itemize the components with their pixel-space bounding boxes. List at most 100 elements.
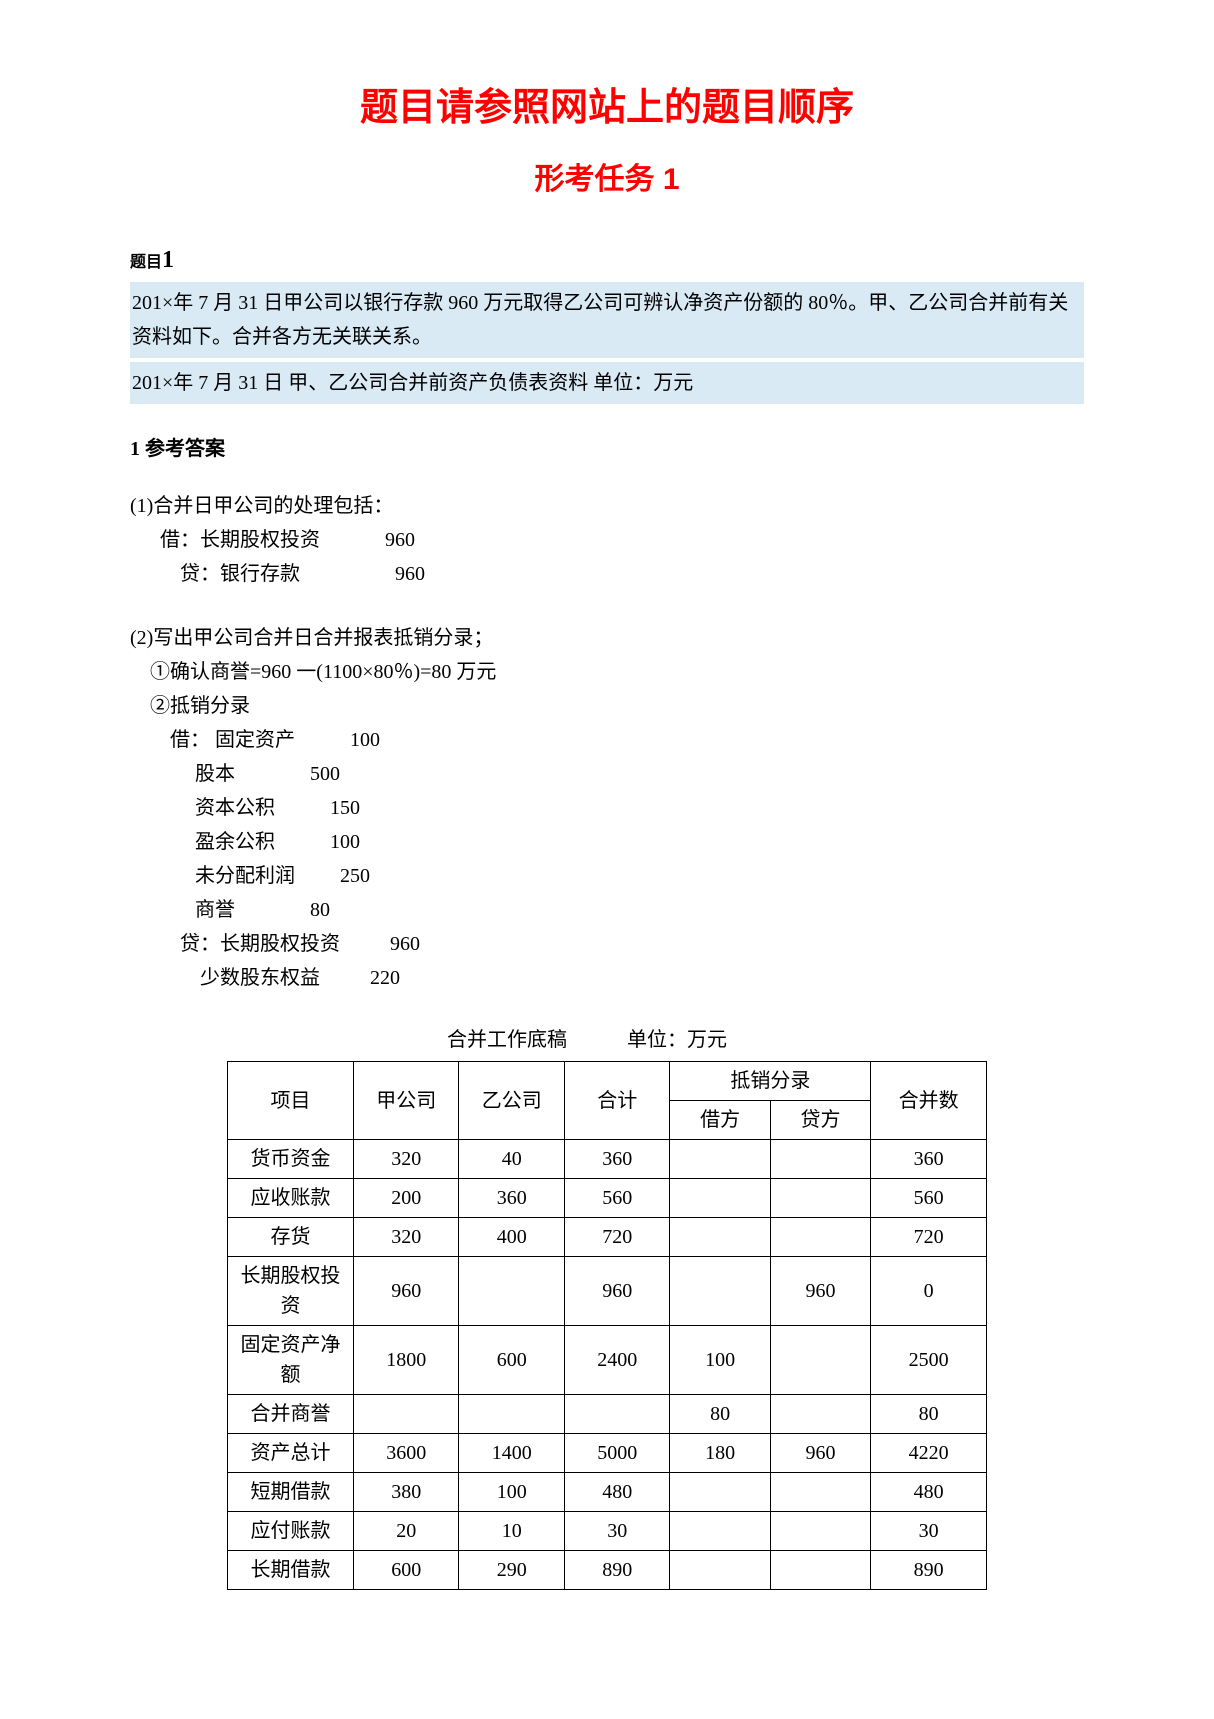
cell-t [564,1395,670,1434]
table-caption: 合并工作底稿单位：万元 [130,1025,1084,1055]
table-row: 长期借款 600 290 890 890 [228,1551,987,1590]
cell-c [770,1473,870,1512]
cell-c [770,1179,870,1218]
cell-item: 存货 [228,1218,354,1257]
cell-d: 80 [670,1395,770,1434]
cell-d [670,1218,770,1257]
cell-t: 480 [564,1473,670,1512]
cell-d [670,1473,770,1512]
table-row: 固定资产净额 1800 600 2400 100 2500 [228,1326,987,1395]
cell-d [670,1551,770,1590]
cell-m: 480 [871,1473,987,1512]
cell-a: 200 [353,1179,459,1218]
cell-m: 30 [871,1512,987,1551]
cell-t: 5000 [564,1434,670,1473]
table-row: 货币资金 320 40 360 360 [228,1140,987,1179]
th-item: 项目 [228,1062,354,1140]
cell-item: 货币资金 [228,1140,354,1179]
question-number: 1 [162,247,174,273]
cell-d [670,1257,770,1326]
cell-c [770,1551,870,1590]
cell-m: 80 [871,1395,987,1434]
cell-b: 100 [459,1473,565,1512]
cell-c [770,1326,870,1395]
cell-m: 720 [871,1218,987,1257]
cell-a: 3600 [353,1434,459,1473]
table-row: 长期股权投资 960 960 960 0 [228,1257,987,1326]
cell-b: 360 [459,1179,565,1218]
cell-b: 400 [459,1218,565,1257]
cell-a: 20 [353,1512,459,1551]
table-caption-right: 单位：万元 [607,1025,1065,1055]
cell-c [770,1218,870,1257]
cell-d: 180 [670,1434,770,1473]
cell-t: 890 [564,1551,670,1590]
th-merged: 合并数 [871,1062,987,1140]
cell-m: 0 [871,1257,987,1326]
question-highlight-1: 201×年 7 月 31 日甲公司以银行存款 960 万元取得乙公司可辨认净资产… [130,282,1084,358]
table-row: 应付账款 20 10 30 30 [228,1512,987,1551]
main-title: 题目请参照网站上的题目顺序 [130,80,1084,137]
cell-b [459,1395,565,1434]
cell-d: 100 [670,1326,770,1395]
cell-c [770,1395,870,1434]
cell-m: 2500 [871,1326,987,1395]
table-body: 货币资金 320 40 360 360 应收账款 200 360 560 560… [228,1140,987,1590]
cell-d [670,1512,770,1551]
merge-worksheet-table: 项目 甲公司 乙公司 合计 抵销分录 合并数 借方 贷方 货币资金 320 40… [227,1061,987,1590]
cell-a: 1800 [353,1326,459,1395]
cell-t: 360 [564,1140,670,1179]
answer-block-1: (1)合并日甲公司的处理包括： 借：长期股权投资 960 贷：银行存款 960 [130,489,1084,591]
cell-d [670,1140,770,1179]
th-total: 合计 [564,1062,670,1140]
cell-b: 40 [459,1140,565,1179]
th-company-b: 乙公司 [459,1062,565,1140]
question-label: 题目 [130,254,162,271]
question-label-row: 题目1 [130,242,1084,278]
th-credit: 贷方 [770,1101,870,1140]
cell-d [670,1179,770,1218]
cell-item: 长期股权投资 [228,1257,354,1326]
cell-t: 720 [564,1218,670,1257]
cell-c [770,1140,870,1179]
cell-b: 290 [459,1551,565,1590]
cell-c: 960 [770,1434,870,1473]
table-row: 应收账款 200 360 560 560 [228,1179,987,1218]
cell-b: 10 [459,1512,565,1551]
cell-m: 560 [871,1179,987,1218]
cell-b [459,1257,565,1326]
cell-item: 应付账款 [228,1512,354,1551]
cell-item: 短期借款 [228,1473,354,1512]
question-highlight-2: 201×年 7 月 31 日 甲、乙公司合并前资产负债表资料 单位：万元 [130,362,1084,404]
cell-a: 600 [353,1551,459,1590]
cell-a: 320 [353,1218,459,1257]
cell-m: 890 [871,1551,987,1590]
cell-a [353,1395,459,1434]
cell-a: 960 [353,1257,459,1326]
table-row: 资产总计 3600 1400 5000 180 960 4220 [228,1434,987,1473]
cell-c [770,1512,870,1551]
table-row: 短期借款 380 100 480 480 [228,1473,987,1512]
th-company-a: 甲公司 [353,1062,459,1140]
cell-b: 600 [459,1326,565,1395]
table-row: 合并商誉 80 80 [228,1395,987,1434]
answer-block-2: (2)写出甲公司合并日合并报表抵销分录； ①确认商誉=960 一(1100×80… [130,621,1084,995]
sub-title: 形考任务 1 [130,157,1084,202]
cell-t: 30 [564,1512,670,1551]
cell-c: 960 [770,1257,870,1326]
cell-m: 360 [871,1140,987,1179]
cell-item: 长期借款 [228,1551,354,1590]
cell-t: 2400 [564,1326,670,1395]
cell-t: 960 [564,1257,670,1326]
cell-a: 320 [353,1140,459,1179]
answer-header: 1 参考答案 [130,434,1084,464]
th-debit: 借方 [670,1101,770,1140]
table-caption-left: 合并工作底稿 [149,1025,607,1055]
cell-item: 固定资产净额 [228,1326,354,1395]
cell-item: 合并商誉 [228,1395,354,1434]
table-row: 存货 320 400 720 720 [228,1218,987,1257]
cell-item: 资产总计 [228,1434,354,1473]
cell-b: 1400 [459,1434,565,1473]
cell-m: 4220 [871,1434,987,1473]
cell-a: 380 [353,1473,459,1512]
